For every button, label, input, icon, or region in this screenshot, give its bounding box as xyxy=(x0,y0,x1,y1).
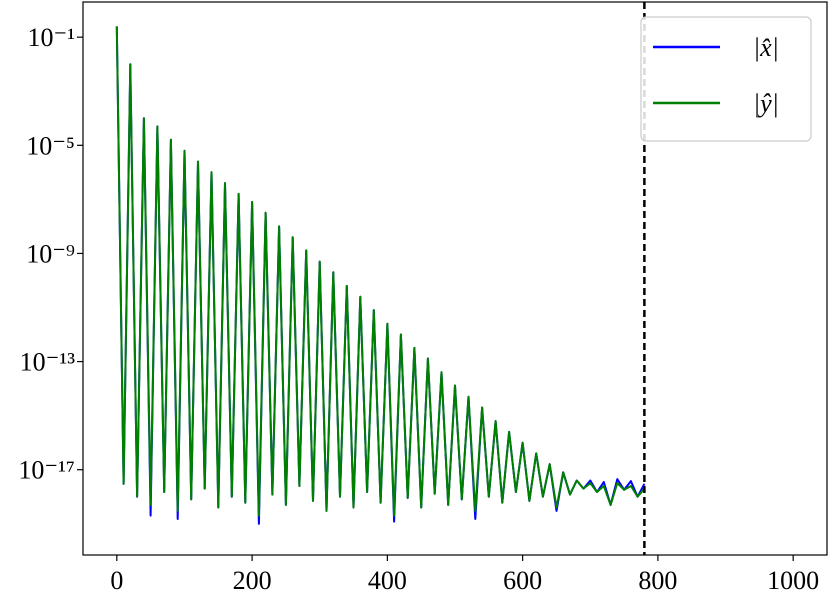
series-line xyxy=(115,26,646,517)
y-tick-label: 10⁻⁹ xyxy=(26,239,75,268)
legend-box xyxy=(640,16,812,142)
legend-label: |ŷ| xyxy=(753,89,779,118)
x-tick-label: 200 xyxy=(233,566,272,595)
x-tick-label: 800 xyxy=(638,566,677,595)
x-tick-label: 400 xyxy=(368,566,407,595)
plot-frame xyxy=(82,1,828,556)
y-tick-label: 10⁻⁵ xyxy=(26,131,75,160)
y-tick-label: 10⁻¹ xyxy=(27,23,75,52)
y-tick-label: 10⁻¹⁷ xyxy=(18,456,75,485)
legend-label: |x̂| xyxy=(753,33,779,62)
y-tick-label: 10⁻¹³ xyxy=(20,348,76,377)
x-tick-label: 1000 xyxy=(767,566,819,595)
x-tick-label: 0 xyxy=(110,566,123,595)
x-tick-label: 600 xyxy=(503,566,542,595)
